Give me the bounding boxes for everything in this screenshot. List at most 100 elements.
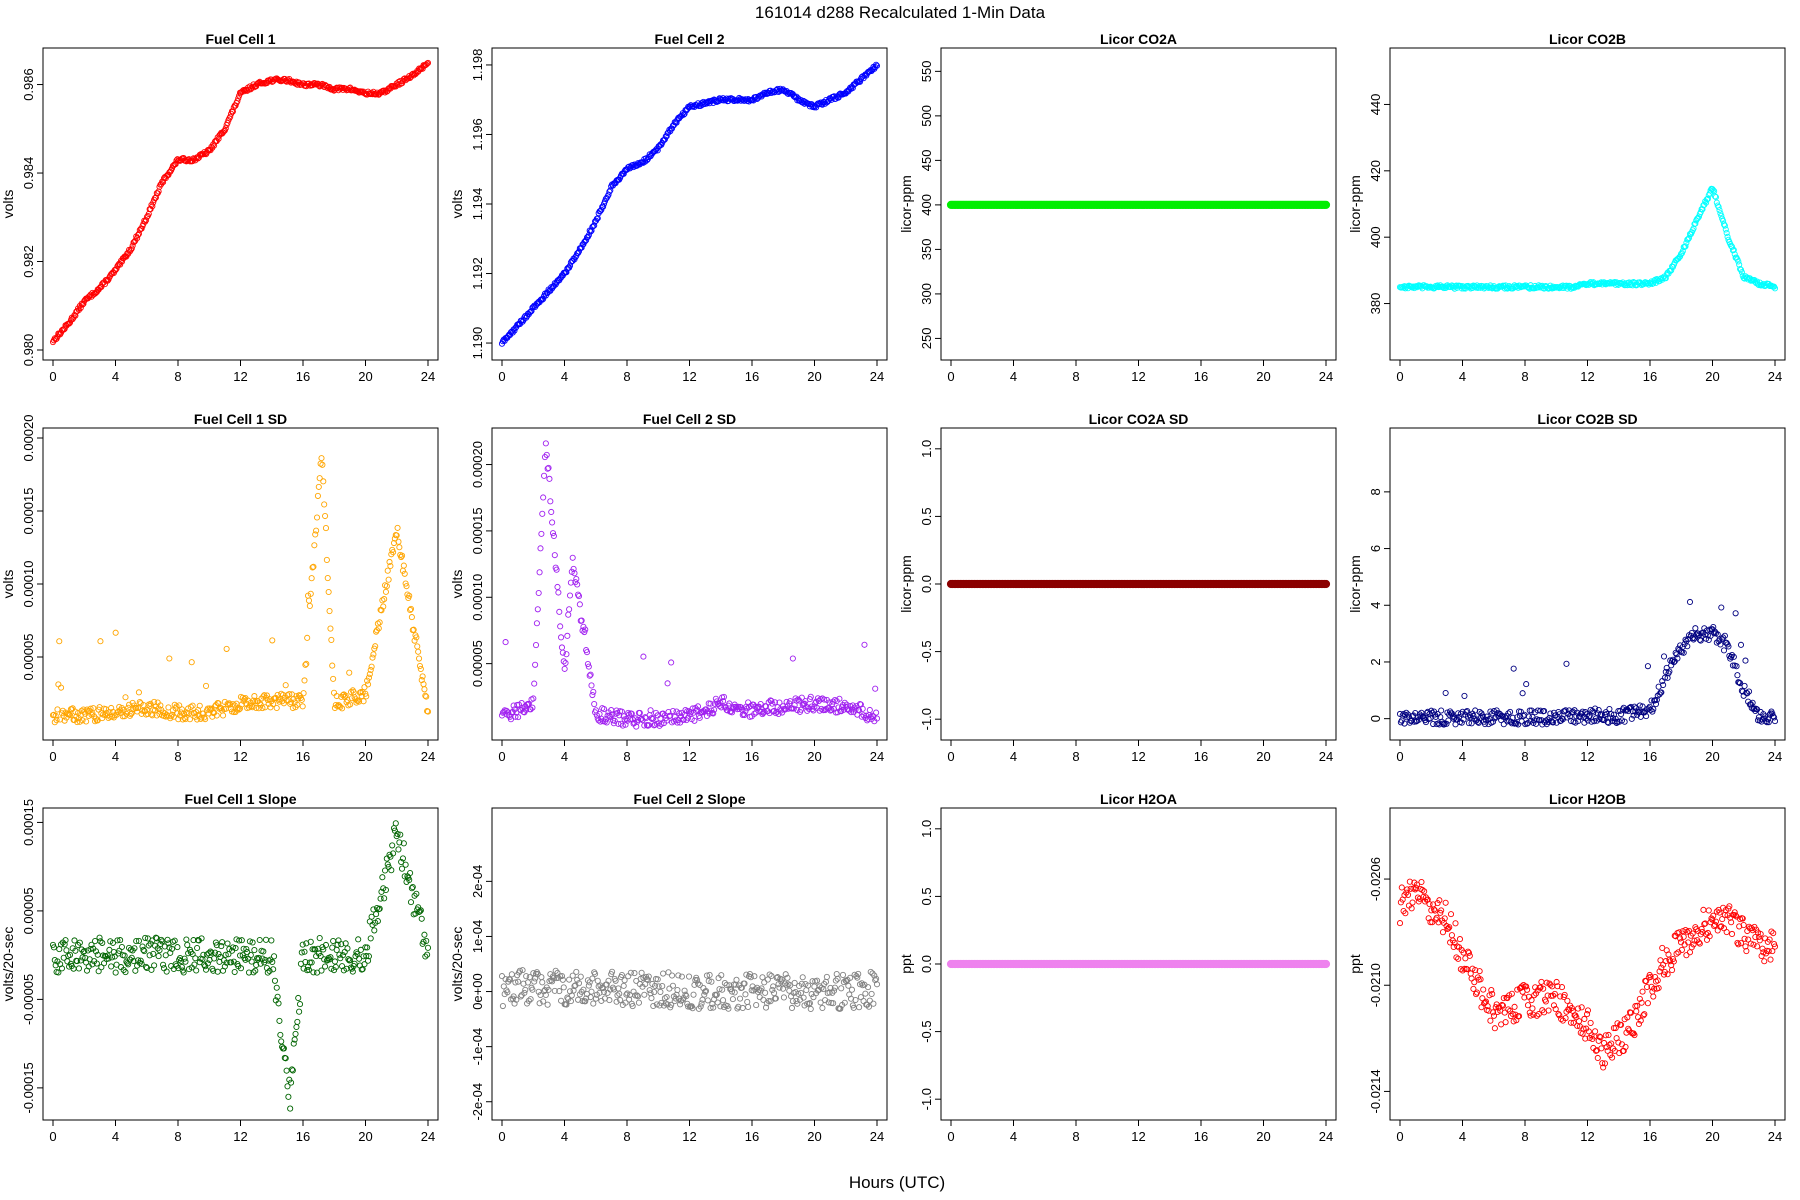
data-point <box>1694 214 1702 222</box>
data-point <box>1321 200 1331 209</box>
data-point <box>1321 959 1331 969</box>
data-point <box>165 171 172 179</box>
data-point <box>133 705 140 712</box>
x-tick-label: 16 <box>296 369 310 384</box>
x-tick-label: 4 <box>561 749 568 764</box>
y-tick-label: 0.00005 <box>470 640 485 687</box>
data-point <box>813 104 820 111</box>
data-point <box>1738 269 1745 276</box>
data-point <box>1704 195 1711 202</box>
x-tick-label: 12 <box>1131 749 1145 764</box>
data-point <box>116 703 123 710</box>
data-point <box>187 703 194 710</box>
data-point <box>175 716 182 723</box>
data-point <box>197 715 204 723</box>
data-points <box>946 959 1331 969</box>
x-tick-label: 0 <box>498 369 505 384</box>
data-point <box>643 157 651 164</box>
x-tick-label: 24 <box>421 1129 435 1144</box>
y-tick-label: 0.984 <box>21 157 36 190</box>
data-point <box>79 301 86 308</box>
data-point <box>165 704 172 711</box>
x-tick-label: 20 <box>358 369 372 384</box>
data-point <box>849 84 856 92</box>
data-point <box>189 702 196 709</box>
x-tick-label: 12 <box>233 369 247 384</box>
data-point <box>193 155 200 162</box>
x-tick-label: 4 <box>112 369 119 384</box>
y-tick-label: 0.0 <box>919 575 934 593</box>
data-point <box>222 125 229 132</box>
data-point <box>1723 229 1730 236</box>
data-point <box>1721 222 1728 229</box>
y-tick-label: 0.00015 <box>21 488 36 535</box>
x-tick-label: 16 <box>745 369 759 384</box>
data-point <box>128 245 135 252</box>
y-tick-label: 0.00005 <box>21 887 36 934</box>
y-tick-label: 0.00005 <box>21 634 36 681</box>
data-point <box>1686 234 1693 241</box>
data-point <box>136 698 143 706</box>
data-point <box>1481 284 1489 291</box>
data-point <box>582 238 589 245</box>
y-axis-label: licor-ppm <box>1347 555 1363 613</box>
y-tick-label: 8 <box>1368 488 1383 495</box>
data-points <box>946 200 1331 209</box>
panel-title: Licor CO2B <box>1549 31 1626 47</box>
x-tick-label: 20 <box>1705 369 1719 384</box>
data-point <box>219 129 227 136</box>
x-tick-label: 20 <box>1705 1129 1719 1144</box>
y-tick-label: 0.986 <box>21 68 36 101</box>
x-tick-label: 4 <box>1459 749 1466 764</box>
y-tick-label: -1e-04 <box>470 1028 485 1066</box>
x-tick-label: 16 <box>745 1129 759 1144</box>
data-point <box>722 96 729 103</box>
x-tick-label: 16 <box>1643 749 1657 764</box>
x-tick-label: 16 <box>1194 1129 1208 1144</box>
panel-title: Licor CO2A <box>1100 31 1177 47</box>
data-point <box>539 296 546 303</box>
y-tick-label: -0.00005 <box>21 974 36 1025</box>
x-tick-label: 4 <box>561 369 568 384</box>
y-axis-label: ppt <box>1347 954 1363 974</box>
data-points <box>946 579 1331 589</box>
data-point <box>202 716 209 723</box>
data-point <box>151 707 159 714</box>
data-point <box>1724 233 1731 240</box>
data-point <box>118 258 125 265</box>
data-point <box>873 62 881 69</box>
data-point <box>166 655 173 662</box>
data-point <box>171 701 178 708</box>
x-tick-label: 8 <box>1521 369 1528 384</box>
data-point <box>79 717 86 724</box>
data-point <box>202 682 210 690</box>
x-tick-label: 12 <box>1131 1129 1145 1144</box>
data-point <box>1771 285 1779 292</box>
data-point <box>392 83 399 90</box>
data-point <box>56 638 63 645</box>
y-tick-label: 400 <box>919 194 934 216</box>
x-tick-label: 8 <box>1072 369 1079 384</box>
data-point <box>99 280 106 287</box>
x-tick-label: 12 <box>1580 1129 1594 1144</box>
data-point <box>58 684 65 691</box>
y-tick-label: 0.00015 <box>470 507 485 554</box>
x-tick-label: 4 <box>561 1129 568 1144</box>
panel-title: Fuel Cell 1 SD <box>194 411 287 427</box>
data-point <box>129 242 136 249</box>
data-points <box>49 59 432 346</box>
data-point <box>183 709 190 716</box>
data-point <box>1712 194 1719 201</box>
x-tick-label: 0 <box>498 749 505 764</box>
x-tick-label: 0 <box>49 1129 56 1144</box>
x-tick-label: 20 <box>358 749 372 764</box>
data-point <box>234 98 241 105</box>
data-point <box>61 325 68 332</box>
y-axis-label: licor-ppm <box>898 175 914 233</box>
y-axis-label: volts/20-sec <box>449 927 465 1002</box>
data-point <box>149 203 156 210</box>
data-point <box>509 329 516 336</box>
data-point <box>61 717 68 724</box>
y-axis-label: volts/20-sec <box>0 927 16 1002</box>
